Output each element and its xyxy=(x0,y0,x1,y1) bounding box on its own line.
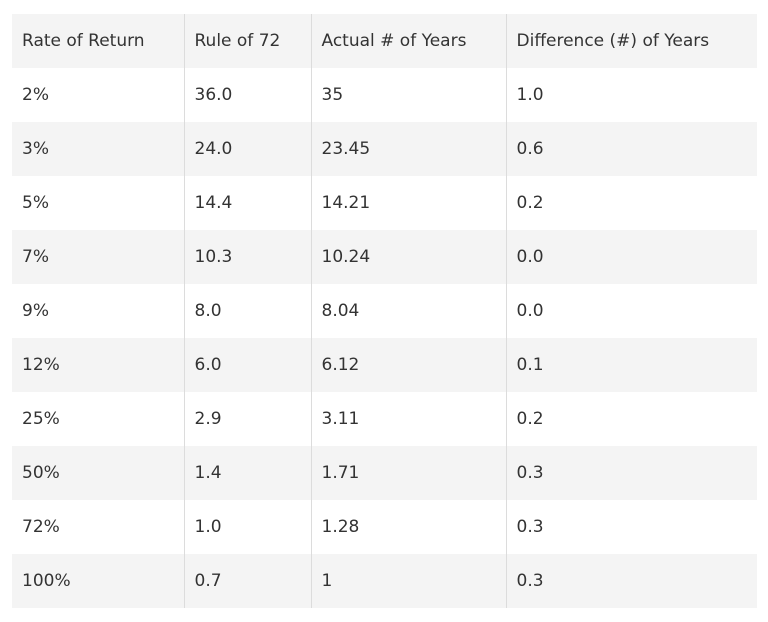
table-cell: 0.0 xyxy=(505,230,757,284)
table-cell: 2% xyxy=(22,85,49,105)
table-cell: 14.21 xyxy=(310,176,506,230)
table-cell: 5% xyxy=(22,193,49,213)
table-row: 5% 14.4 14.21 0.2 xyxy=(12,176,757,230)
table-cell: 0.0 xyxy=(505,284,757,338)
data-table: Rate of Return Rule of 72 Actual # of Year… xyxy=(12,14,757,608)
table-cell: 1.0 xyxy=(505,68,757,122)
table-cell: 100% xyxy=(22,571,71,591)
table-cell: 6.0 xyxy=(183,338,311,392)
header-cell: Difference (#) of Years xyxy=(505,14,757,68)
table-row: 2% 36.0 35 1.0 xyxy=(12,68,757,122)
table-row: 50% 1.4 1.71 0.3 xyxy=(12,446,757,500)
table-cell: 7% xyxy=(22,247,49,267)
header-cell: Rate of Return xyxy=(22,31,145,51)
table-cell: 35 xyxy=(310,68,506,122)
table-row: 9% 8.0 8.04 0.0 xyxy=(12,284,757,338)
table-row: 25% 2.9 3.11 0.2 xyxy=(12,392,757,446)
header-cell: Actual # of Years xyxy=(310,14,506,68)
table-cell: 25% xyxy=(22,409,60,429)
table-cell: 1.0 xyxy=(183,500,311,554)
table-cell: 24.0 xyxy=(183,122,311,176)
table-cell: 0.2 xyxy=(505,176,757,230)
table-cell: 3% xyxy=(22,139,49,159)
table-cell: 1.71 xyxy=(310,446,506,500)
table-cell: 0.3 xyxy=(505,446,757,500)
table-cell: 2.9 xyxy=(183,392,311,446)
table-cell: 1.4 xyxy=(183,446,311,500)
table-cell: 10.3 xyxy=(183,230,311,284)
table-cell: 0.3 xyxy=(505,500,757,554)
table-row: 72% 1.0 1.28 0.3 xyxy=(12,500,757,554)
table-row: 12% 6.0 6.12 0.1 xyxy=(12,338,757,392)
table-cell: 6.12 xyxy=(310,338,506,392)
table-cell: 0.3 xyxy=(505,554,757,608)
table-body: 2% 36.0 35 1.0 3% 24.0 23.45 0.6 5% 14.4 14.21 0.2 7… xyxy=(12,68,757,608)
table-cell: 8.0 xyxy=(183,284,311,338)
table-cell: 1 xyxy=(310,554,506,608)
table-cell: 0.7 xyxy=(183,554,311,608)
header-cell: Rule of 72 xyxy=(183,14,311,68)
table-row: 7% 10.3 10.24 0.0 xyxy=(12,230,757,284)
table-row: 100% 0.7 1 0.3 xyxy=(12,554,757,608)
table-cell: 10.24 xyxy=(310,230,506,284)
header-row: Rate of Return Rule of 72 Actual # of Year… xyxy=(12,14,757,68)
table-cell: 72% xyxy=(22,517,60,537)
table-cell: 8.04 xyxy=(310,284,506,338)
table-cell: 1.28 xyxy=(310,500,506,554)
table-cell: 23.45 xyxy=(310,122,506,176)
table-cell: 3.11 xyxy=(310,392,506,446)
table-cell: 0.2 xyxy=(505,392,757,446)
table-cell: 0.6 xyxy=(505,122,757,176)
table-cell: 0.1 xyxy=(505,338,757,392)
table-cell: 50% xyxy=(22,463,60,483)
table-cell: 36.0 xyxy=(183,68,311,122)
table-cell: 12% xyxy=(22,355,60,375)
table-cell: 14.4 xyxy=(183,176,311,230)
table-cell: 9% xyxy=(22,301,49,321)
table-row: 3% 24.0 23.45 0.6 xyxy=(12,122,757,176)
